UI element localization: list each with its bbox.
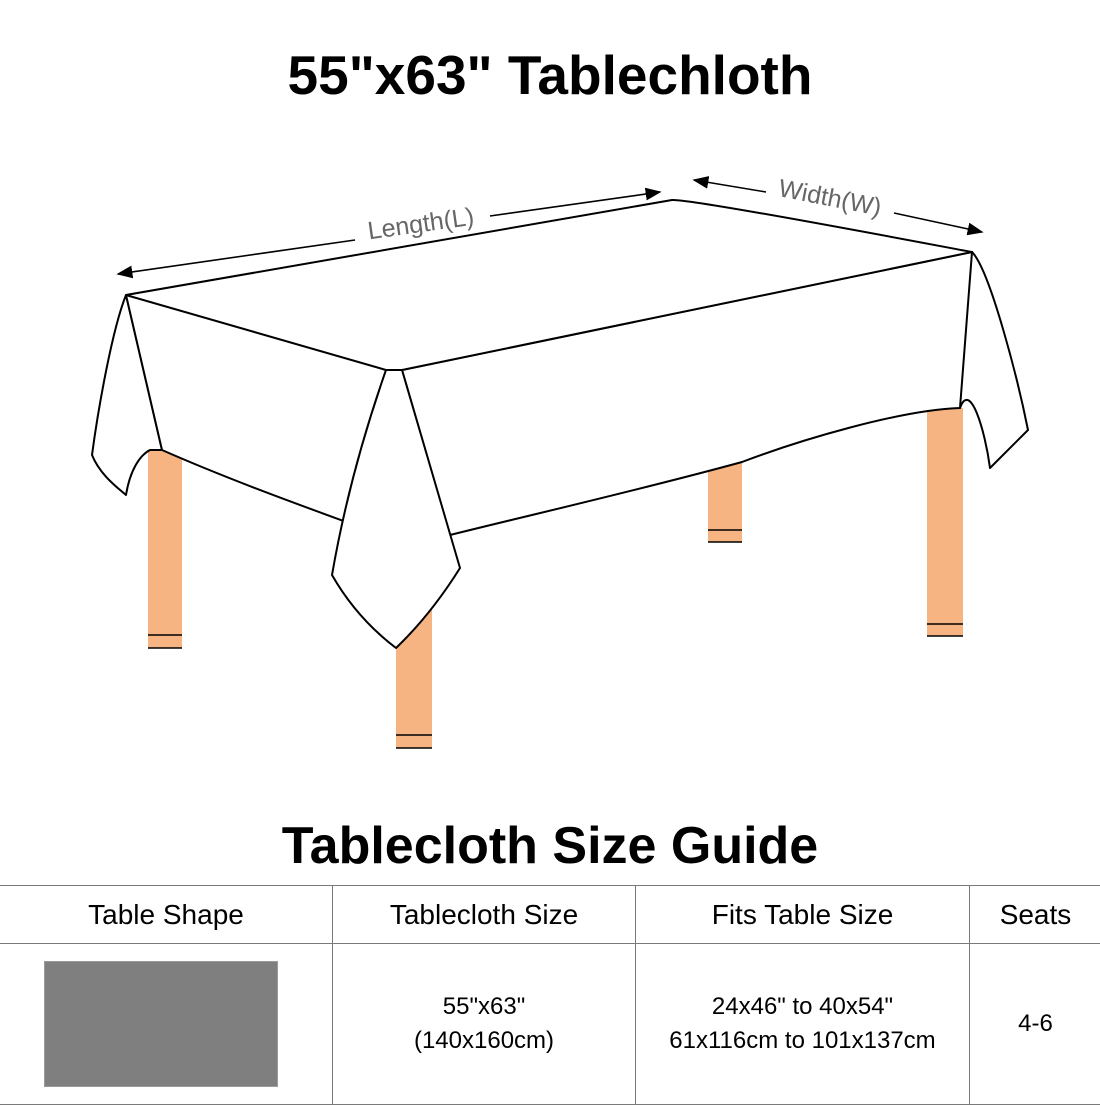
header-tablecloth-size: Tablecloth Size — [333, 886, 636, 944]
fits-size-cm: 61x116cm to 101x137cm — [636, 1024, 969, 1058]
rectangle-shape-icon — [44, 961, 278, 1087]
header-fits-table-size: Fits Table Size — [636, 886, 970, 944]
cell-fits-table-size: 24x46" to 40x54" 61x116cm to 101x137cm — [636, 944, 970, 1105]
cell-table-shape — [0, 944, 333, 1105]
page-title: 55"x63" Tablechloth — [0, 40, 1100, 110]
table-header-row: Table Shape Tablecloth Size Fits Table S… — [0, 886, 1100, 944]
size-guide-title: Tablecloth Size Guide — [0, 812, 1100, 880]
header-seats: Seats — [970, 886, 1100, 944]
header-table-shape: Table Shape — [0, 886, 333, 944]
tablecloth-diagram: Length(L) Width(W) — [0, 150, 1100, 770]
table-row: 55"x63" (140x160cm) 24x46" to 40x54" 61x… — [0, 944, 1100, 1105]
tablecloth-size-inches: 55"x63" — [333, 990, 635, 1024]
width-label: Width(W) — [776, 174, 884, 221]
size-guide-table: Table Shape Tablecloth Size Fits Table S… — [0, 885, 1100, 1105]
cell-tablecloth-size: 55"x63" (140x160cm) — [333, 944, 636, 1105]
tablecloth-size-cm: (140x160cm) — [333, 1024, 635, 1058]
width-arrow-right — [894, 213, 982, 232]
cell-seats: 4-6 — [970, 944, 1100, 1105]
table-leg-back-right — [927, 408, 963, 636]
table-leg-back-left — [148, 450, 182, 648]
fits-size-inches: 24x46" to 40x54" — [636, 990, 969, 1024]
tablecloth — [92, 200, 1028, 648]
width-arrow-left — [694, 180, 766, 192]
